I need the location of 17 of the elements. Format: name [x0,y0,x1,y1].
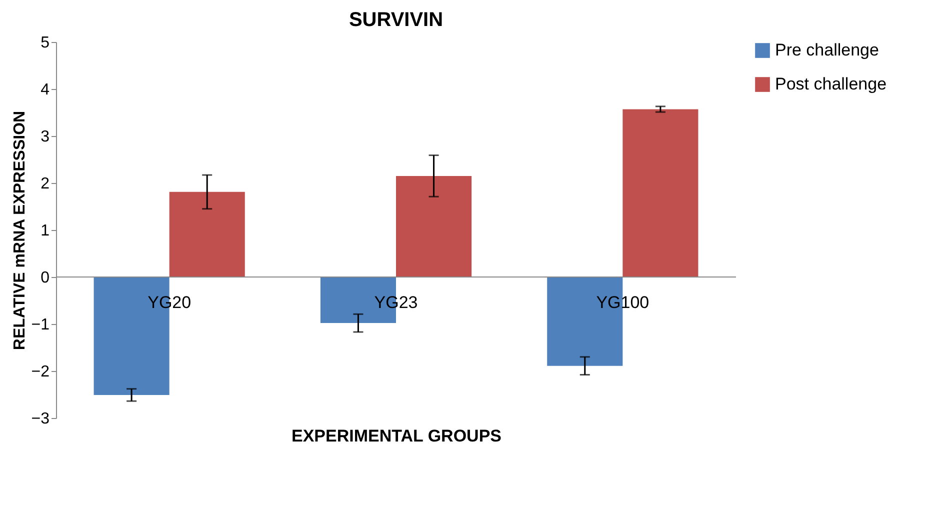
legend-label: Pre challenge [775,40,879,60]
y-tick-label: −2 [31,364,50,380]
chart-title: SURVIVIN [348,9,444,31]
y-tick-label: 5 [40,34,50,52]
bar [396,176,472,277]
y-tick-label: 0 [40,270,50,286]
y-tick-label: −3 [31,410,50,428]
y-tick-label: 3 [40,128,50,146]
y-tick-label: −1 [31,316,50,334]
y-tick-label: 4 [40,82,50,98]
bar [622,109,698,277]
bar [169,192,245,277]
y-tick-label: 1 [40,222,50,240]
y-tick-label: 2 [40,176,50,192]
y-axis-title: RELATIVE mRNA EXPRESSION [11,110,28,350]
x-axis-title: EXPERIMENTAL GROUPS [291,426,502,446]
legend-label: Post challenge [775,74,887,94]
